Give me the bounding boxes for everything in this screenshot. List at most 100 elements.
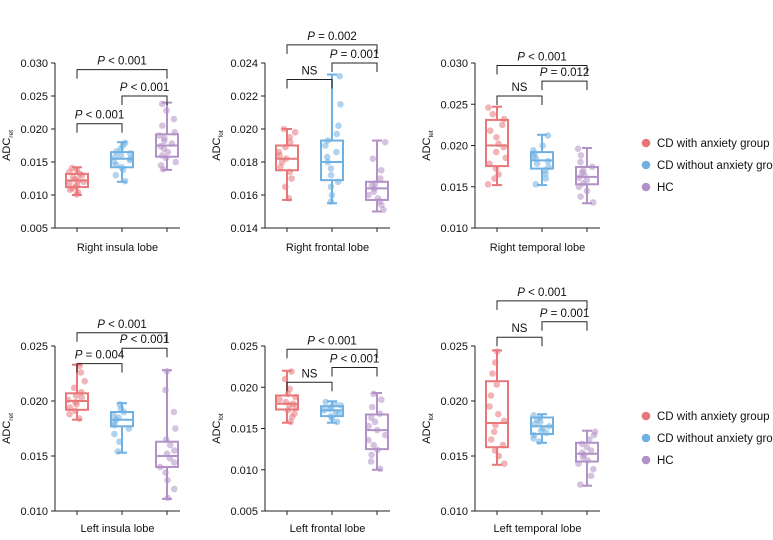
y-axis-label: ADCfot [211, 130, 225, 161]
data-point [577, 158, 584, 166]
p-value: < 0.001 [337, 353, 379, 365]
y-tick-label: 0.025 [230, 341, 258, 353]
box-group-3 [574, 145, 599, 206]
bracket-line [496, 95, 543, 105]
y-tick-label: 0.015 [440, 451, 468, 463]
data-point [320, 407, 328, 414]
bracket-label: P < 0.001 [120, 334, 170, 346]
p-symbol: P [75, 110, 83, 122]
legend-marker [641, 411, 651, 421]
box-group-3 [575, 428, 599, 488]
bracket-line [286, 381, 333, 392]
data-point [162, 436, 170, 443]
y-tick-label: 0.020 [440, 396, 468, 408]
panel-1: 0.005 0.010 0.015 0.020 0.025 0.030 ADCret Righ… [1, 56, 180, 254]
p-symbol: P [517, 287, 525, 299]
box-group-1 [275, 125, 299, 202]
data-point [498, 121, 506, 129]
y-tick-label: 0.010 [20, 190, 48, 202]
data-point [368, 414, 375, 422]
data-point [337, 100, 344, 108]
data-point [368, 451, 375, 459]
data-point [491, 359, 499, 366]
data-point [532, 180, 540, 188]
data-point [578, 449, 586, 457]
data-point [381, 431, 389, 439]
data-point [369, 155, 377, 162]
data-point [282, 143, 289, 151]
y-tick-label: 0.010 [440, 223, 468, 235]
y-axis-label-sub: fot [218, 130, 225, 137]
data-point [370, 390, 377, 398]
data-point [121, 139, 129, 147]
data-point [374, 195, 382, 202]
data-point [533, 160, 541, 167]
significance-bracket-1: P = 0.004 [75, 350, 125, 373]
y-axis-label-main: ADC [211, 420, 223, 443]
data-point [66, 410, 73, 418]
data-point [161, 134, 168, 142]
data-point [484, 180, 492, 188]
data-point [275, 148, 283, 156]
legend-label: CD without anxiety group [657, 160, 773, 172]
bracket-label: P = 0.012 [540, 67, 590, 79]
data-point [116, 438, 123, 446]
data-point [489, 370, 496, 377]
bracket-label: NS [302, 368, 318, 380]
data-point [158, 152, 166, 159]
y-axis-label-main: ADC [211, 137, 223, 160]
y-axis-label-main: ADC [1, 421, 13, 444]
bracket-label: P < 0.001 [97, 56, 147, 68]
box-iqr [575, 165, 599, 186]
bracket-label: P < 0.001 [120, 82, 170, 94]
bracket-label: P < 0.001 [517, 287, 567, 299]
p-symbol: P [540, 67, 548, 79]
y-tick-label: 0.022 [230, 91, 258, 103]
panel-3: 0.010 0.015 0.020 0.025 0.030 ADCtet Right tem… [421, 51, 600, 254]
data-point [72, 392, 80, 399]
data-point [337, 402, 345, 409]
bracket-line [286, 44, 378, 54]
p-value: < 0.001 [525, 51, 567, 63]
y-axis-label: ADCret [1, 130, 15, 161]
y-tick-label: 0.030 [20, 58, 48, 70]
data-point [327, 171, 335, 179]
data-point [591, 428, 599, 436]
p-symbol: P [75, 350, 83, 362]
data-point [163, 450, 171, 458]
data-point [162, 469, 169, 476]
box-group-2 [320, 72, 344, 205]
data-point [78, 394, 85, 402]
bracket-line [76, 69, 168, 79]
data-point [333, 130, 341, 138]
bracket-line [541, 80, 588, 91]
data-point [327, 412, 335, 420]
data-point [111, 430, 118, 438]
data-point [495, 140, 502, 148]
data-point [276, 396, 283, 403]
y-tick-label: 0.020 [230, 382, 258, 394]
data-point [121, 177, 129, 185]
data-point [493, 381, 501, 388]
significance-bracket-3: P < 0.001 [76, 56, 168, 79]
significance-bracket-2: P = 0.001 [330, 49, 379, 72]
y-tick-label: 0.025 [20, 341, 48, 353]
y-axis-label-main: ADC [421, 420, 433, 443]
y-tick-label: 0.025 [20, 91, 48, 103]
data-point [327, 198, 335, 205]
y-tick-label: 0.015 [20, 451, 48, 463]
box-group-3 [365, 138, 389, 214]
bracket-line [286, 79, 333, 89]
y-tick-label: 0.010 [440, 506, 468, 518]
data-point [493, 348, 501, 355]
data-point [77, 388, 85, 396]
data-point [544, 132, 552, 139]
p-symbol: P [330, 49, 338, 61]
data-point [331, 400, 339, 408]
data-point [500, 417, 508, 425]
data-point [530, 412, 537, 419]
p-value: < 0.001 [105, 56, 147, 68]
data-point [286, 385, 294, 393]
panel-2: 0.014 0.016 0.018 0.020 0.022 0.024 ADCfot Righ… [211, 31, 390, 254]
data-point [501, 460, 508, 468]
